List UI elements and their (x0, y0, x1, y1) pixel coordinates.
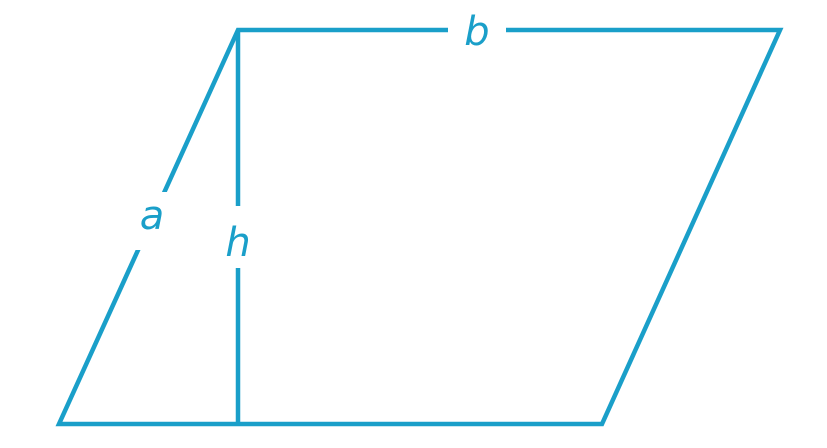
height-label-h: h (225, 220, 250, 266)
label-gap-a (128, 192, 174, 250)
label-gap-h (218, 206, 258, 268)
base-label-b: b (464, 9, 489, 55)
label-gap-b (448, 8, 506, 52)
parallelogram-outline (55, 27, 784, 427)
side-label-a: a (140, 193, 165, 239)
